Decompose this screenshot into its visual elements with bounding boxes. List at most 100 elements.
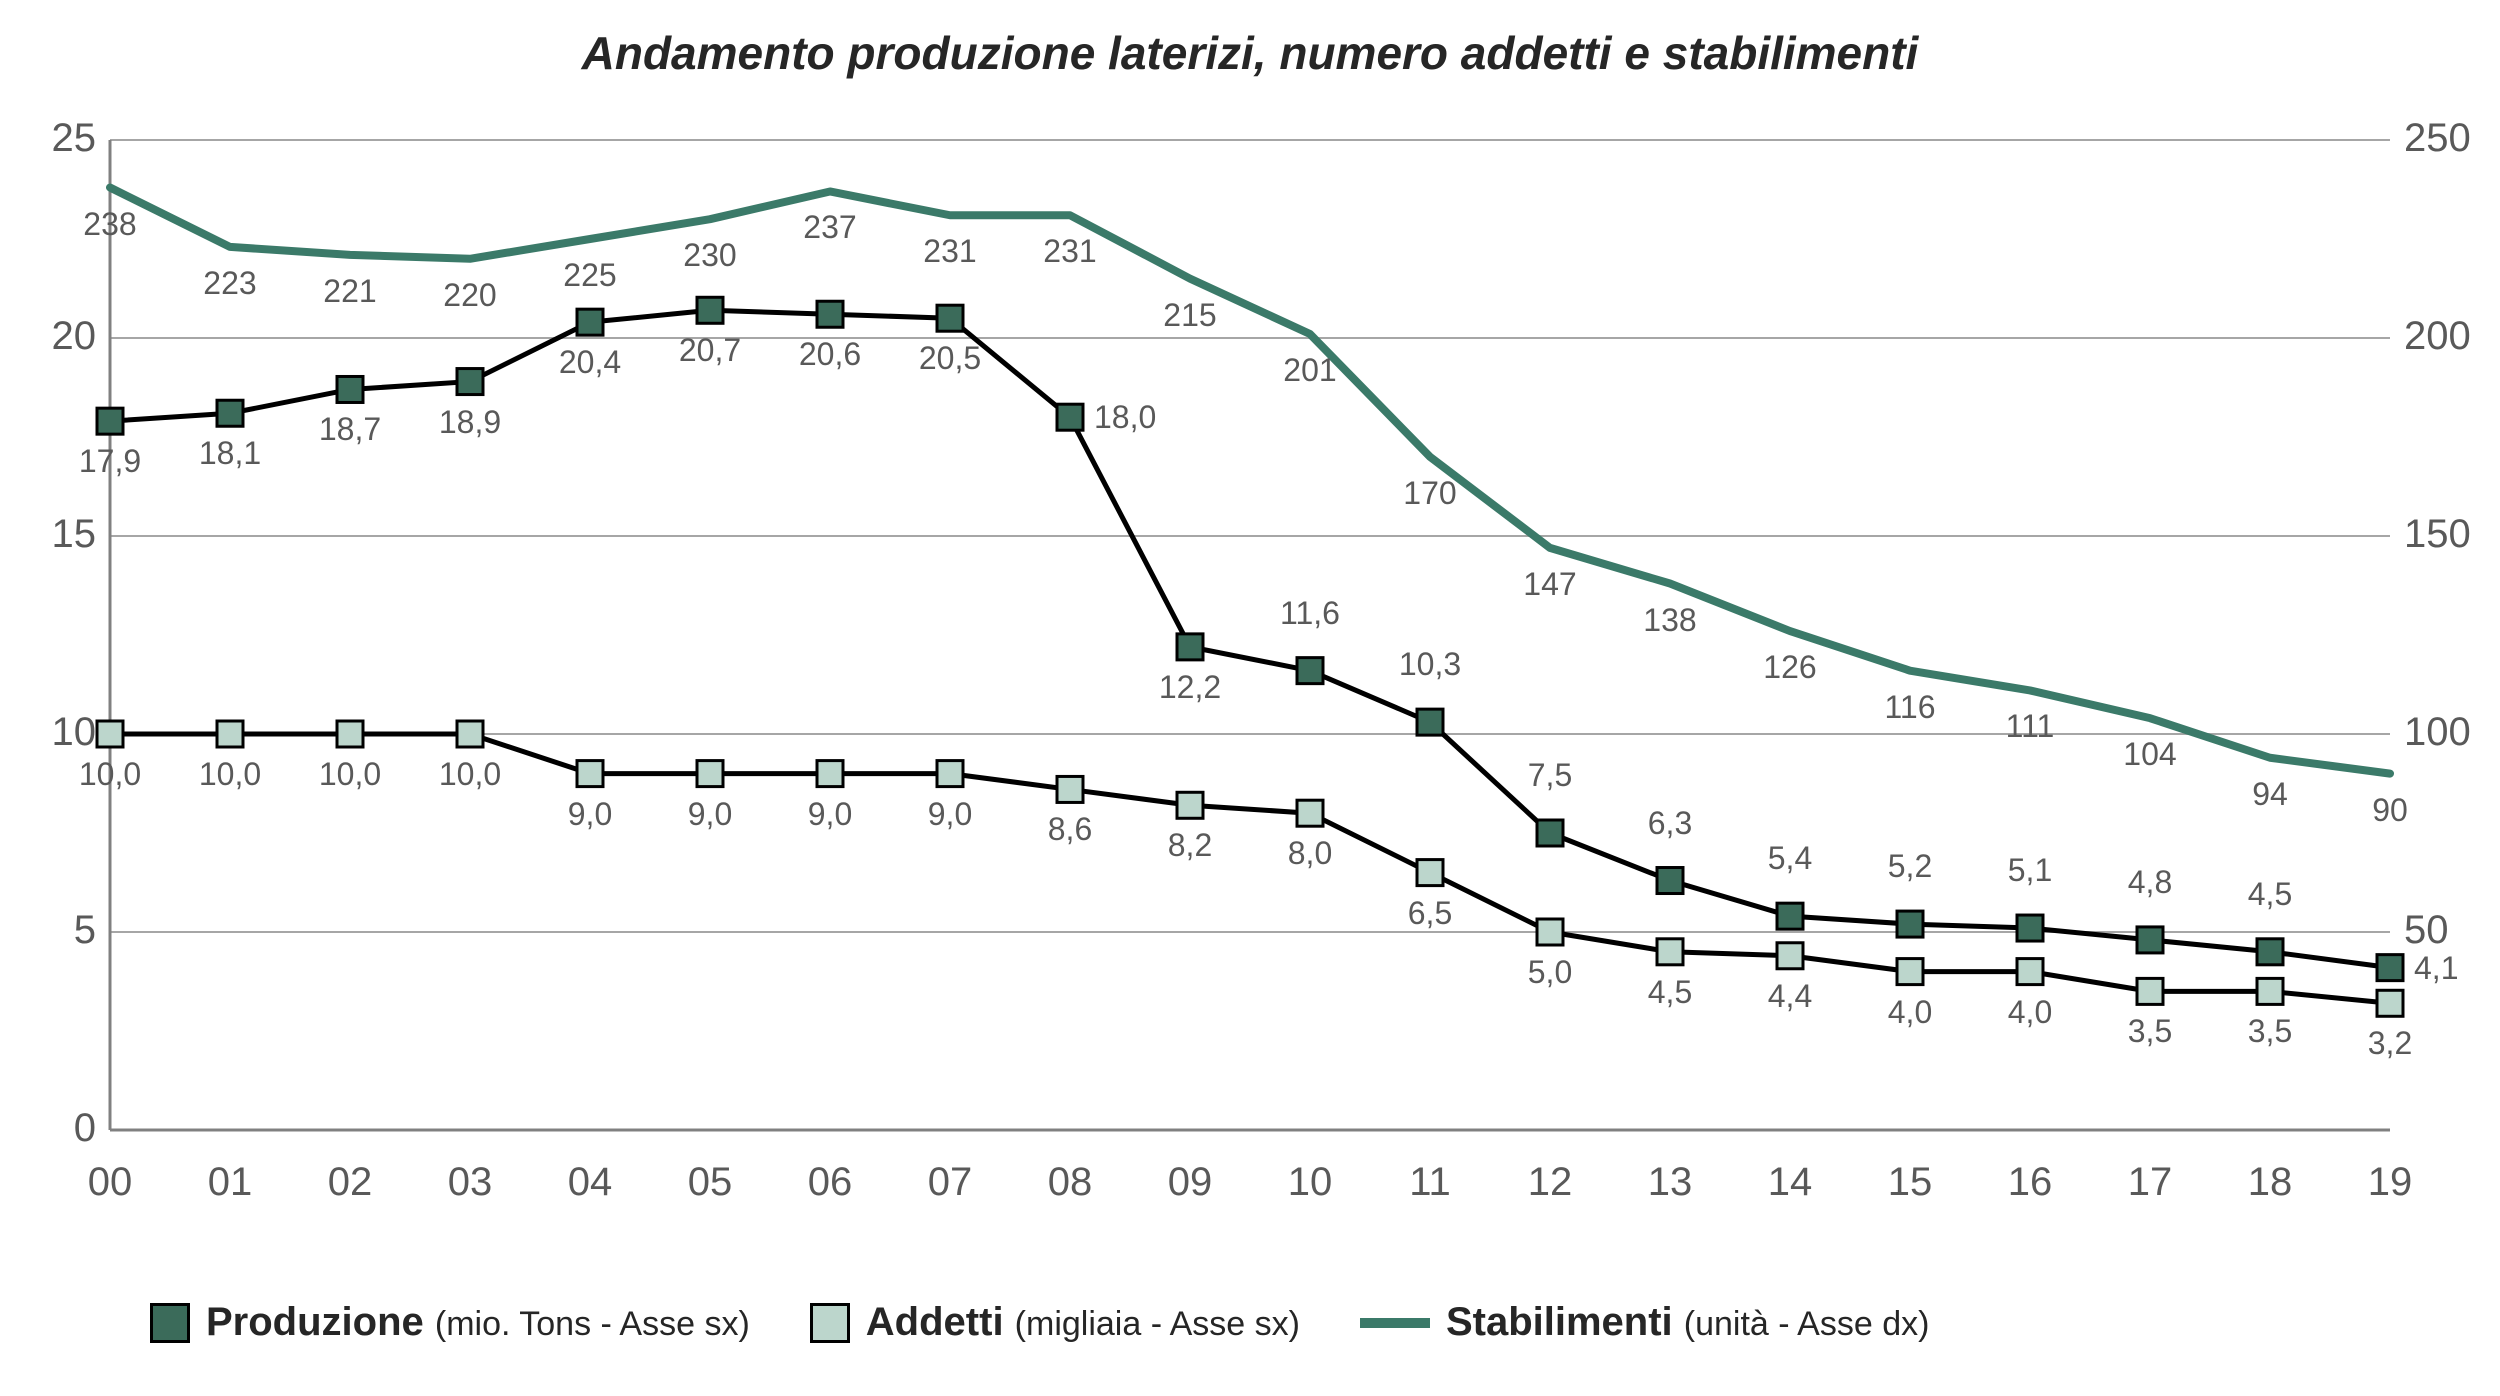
data-label-produzione: 6,3 — [1610, 805, 1730, 842]
data-label-addetti: 9,0 — [530, 796, 650, 833]
data-label-addetti: 10,0 — [170, 756, 290, 793]
x-label: 11 — [1370, 1160, 1490, 1205]
data-label-produzione: 7,5 — [1490, 757, 1610, 794]
data-label-stabilimenti: 147 — [1490, 566, 1610, 603]
data-label-stabilimenti: 170 — [1370, 475, 1490, 512]
x-label: 10 — [1250, 1160, 1370, 1205]
data-label-produzione: 20,4 — [530, 344, 650, 381]
data-label-addetti: 9,0 — [650, 796, 770, 833]
data-label-produzione: 4,5 — [2210, 876, 2330, 913]
x-label: 06 — [770, 1160, 890, 1205]
axis-label: 25 — [0, 116, 96, 161]
axis-label: 5 — [0, 908, 96, 953]
data-label-stabilimenti: 231 — [1010, 233, 1130, 270]
data-label-produzione: 5,2 — [1850, 848, 1970, 885]
data-label-stabilimenti: 215 — [1130, 297, 1250, 334]
data-label-stabilimenti: 201 — [1250, 352, 1370, 389]
legend-swatch — [150, 1303, 190, 1343]
data-label-produzione: 18,7 — [290, 411, 410, 448]
x-label: 18 — [2210, 1160, 2330, 1205]
data-label-addetti: 4,4 — [1730, 978, 1850, 1015]
data-label-produzione: 20,7 — [650, 332, 770, 369]
axis-label: 20 — [0, 314, 96, 359]
x-label: 03 — [410, 1160, 530, 1205]
data-label-addetti: 8,6 — [1010, 811, 1130, 848]
data-label-addetti: 5,0 — [1490, 954, 1610, 991]
data-label-produzione: 11,6 — [1250, 595, 1370, 632]
x-label: 16 — [1970, 1160, 2090, 1205]
data-label-stabilimenti: 225 — [530, 257, 650, 294]
data-label-addetti: 3,5 — [2090, 1013, 2210, 1050]
x-label: 04 — [530, 1160, 650, 1205]
data-label-addetti: 9,0 — [770, 796, 890, 833]
data-label-stabilimenti: 220 — [410, 277, 530, 314]
data-label-produzione: 4,1 — [2414, 950, 2458, 987]
x-label: 00 — [50, 1160, 170, 1205]
legend-label: Addetti (migliaia - Asse sx) — [866, 1300, 1300, 1345]
x-label: 08 — [1010, 1160, 1130, 1205]
axis-label: 50 — [2404, 908, 2449, 953]
data-label-addetti: 10,0 — [290, 756, 410, 793]
legend-label: Produzione (mio. Tons - Asse sx) — [206, 1300, 750, 1345]
data-label-addetti: 3,2 — [2330, 1025, 2450, 1062]
data-label-produzione: 5,4 — [1730, 840, 1850, 877]
data-label-produzione: 4,8 — [2090, 864, 2210, 901]
data-label-stabilimenti: 126 — [1730, 649, 1850, 686]
axis-label: 0 — [0, 1106, 96, 1151]
data-label-stabilimenti: 90 — [2330, 792, 2450, 829]
x-label: 01 — [170, 1160, 290, 1205]
data-label-stabilimenti: 221 — [290, 273, 410, 310]
data-label-produzione: 18,1 — [170, 435, 290, 472]
data-label-produzione: 18,9 — [410, 404, 530, 441]
data-label-stabilimenti: 230 — [650, 237, 770, 274]
data-label-addetti: 4,0 — [1850, 994, 1970, 1031]
data-label-stabilimenti: 237 — [770, 209, 890, 246]
chart-legend: Produzione (mio. Tons - Asse sx) Addetti … — [150, 1300, 1929, 1345]
x-label: 02 — [290, 1160, 410, 1205]
x-label: 09 — [1130, 1160, 1250, 1205]
data-label-stabilimenti: 116 — [1850, 689, 1970, 726]
x-label: 13 — [1610, 1160, 1730, 1205]
data-label-addetti: 4,0 — [1970, 994, 2090, 1031]
legend-swatch — [810, 1303, 850, 1343]
x-label: 07 — [890, 1160, 1010, 1205]
x-label: 15 — [1850, 1160, 1970, 1205]
data-label-stabilimenti: 138 — [1610, 602, 1730, 639]
x-label: 14 — [1730, 1160, 1850, 1205]
x-label: 17 — [2090, 1160, 2210, 1205]
data-label-produzione: 18,0 — [1094, 399, 1156, 436]
data-label-produzione: 12,2 — [1130, 669, 1250, 706]
axis-label: 150 — [2404, 512, 2471, 557]
data-label-produzione: 5,1 — [1970, 852, 2090, 889]
data-label-addetti: 8,0 — [1250, 835, 1370, 872]
axis-label: 10 — [0, 710, 96, 755]
legend-item-stabilimenti: Stabilimenti (unità - Asse dx) — [1360, 1300, 1929, 1345]
axis-label: 250 — [2404, 116, 2471, 161]
axis-label: 100 — [2404, 710, 2471, 755]
legend-item-produzione: Produzione (mio. Tons - Asse sx) — [150, 1300, 750, 1345]
data-label-addetti: 10,0 — [410, 756, 530, 793]
data-label-stabilimenti: 94 — [2210, 776, 2330, 813]
data-label-addetti: 3,5 — [2210, 1013, 2330, 1050]
x-label: 12 — [1490, 1160, 1610, 1205]
x-label: 05 — [650, 1160, 770, 1205]
data-label-stabilimenti: 223 — [170, 265, 290, 302]
axis-label: 200 — [2404, 314, 2471, 359]
data-label-produzione: 20,6 — [770, 336, 890, 373]
data-label-produzione: 20,5 — [890, 340, 1010, 377]
data-label-stabilimenti: 238 — [50, 206, 170, 243]
data-label-addetti: 4,5 — [1610, 974, 1730, 1011]
x-label: 19 — [2330, 1160, 2450, 1205]
data-label-stabilimenti: 111 — [1970, 708, 2090, 745]
data-label-addetti: 6,5 — [1370, 895, 1490, 932]
data-label-addetti: 9,0 — [890, 796, 1010, 833]
legend-swatch — [1360, 1318, 1430, 1328]
data-label-produzione: 17,9 — [50, 443, 170, 480]
data-label-addetti: 8,2 — [1130, 827, 1250, 864]
data-label-stabilimenti: 104 — [2090, 736, 2210, 773]
data-label-produzione: 10,3 — [1370, 646, 1490, 683]
data-label-addetti: 10,0 — [50, 756, 170, 793]
data-label-stabilimenti: 231 — [890, 233, 1010, 270]
legend-item-addetti: Addetti (migliaia - Asse sx) — [810, 1300, 1300, 1345]
legend-label: Stabilimenti (unità - Asse dx) — [1446, 1300, 1929, 1345]
